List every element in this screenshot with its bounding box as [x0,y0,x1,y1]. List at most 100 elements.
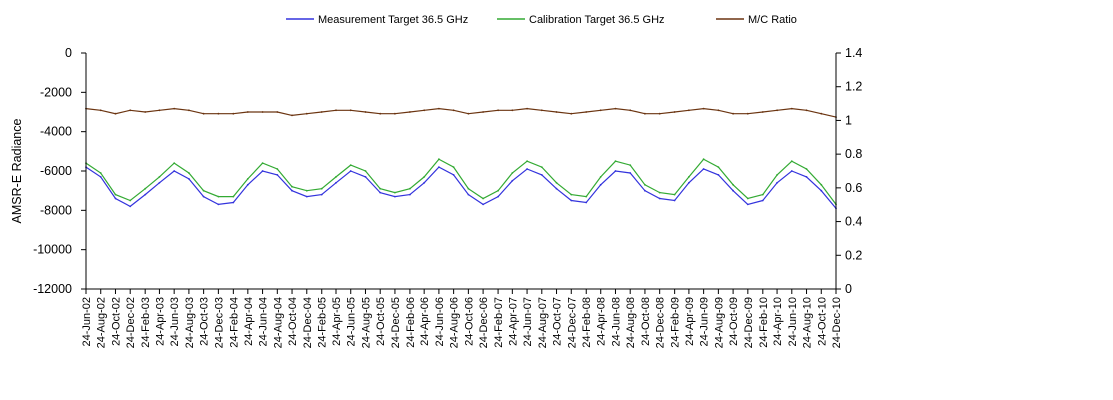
x-tick-label: 24-Dec-05 [390,297,402,348]
left-y-tick-label: -8000 [40,203,72,217]
data-point [776,109,778,112]
data-point [409,111,411,113]
data-point [482,197,484,200]
data-point [394,195,396,198]
x-tick-label: 24-Feb-06 [405,297,417,348]
x-tick-label: 24-Dec-04 [302,297,314,348]
x-tick-label: 24-Jun-10 [787,297,799,347]
data-point [746,203,749,206]
data-point [702,168,705,170]
data-point [702,158,705,161]
legend-label: M/C Ratio [748,14,797,26]
data-point [158,109,161,112]
data-point [114,112,117,115]
data-point [746,197,749,200]
x-tick-label: 24-Oct-02 [110,297,122,346]
x-tick-label: 24-Jun-09 [699,297,711,347]
data-point [246,111,249,113]
data-point [394,191,396,194]
x-tick-label: 24-Apr-03 [154,297,166,346]
data-point [717,166,720,169]
data-point [246,178,249,180]
data-point [423,181,426,184]
data-point [291,114,293,117]
data-point [644,183,646,186]
data-point [379,191,382,194]
data-point [673,193,676,196]
data-point [629,164,632,167]
data-point [217,112,220,115]
data-point [320,193,323,196]
data-point [364,111,367,113]
data-point [511,179,514,182]
x-tick-label: 24-Jun-06 [434,297,446,347]
x-tick-label: 24-Aug-04 [272,297,284,348]
data-point [732,112,734,115]
data-point [614,107,617,110]
data-point [129,205,132,208]
data-point [188,109,190,112]
legend: Measurement Target 36.5 GHz Calibration T… [286,14,797,26]
data-point [202,195,205,198]
data-point [555,187,558,190]
data-point [452,109,455,112]
x-tick-label: 24-Dec-08 [655,297,667,348]
series-line-3 [85,107,837,118]
x-tick-label: 24-Aug-06 [449,297,461,348]
data-point [114,197,117,200]
data-point [379,112,382,115]
series-line-1 [85,166,837,209]
data-point [644,112,646,115]
data-point [276,111,279,113]
data-point [658,197,661,200]
data-point [673,111,676,113]
data-point [570,193,573,196]
data-point [276,174,279,176]
data-point [423,176,426,178]
x-tick-label: 24-Feb-09 [670,297,682,348]
data-point [246,183,249,186]
left-y-tick-label: -10000 [33,243,72,257]
data-point [526,107,528,110]
data-point [717,174,720,176]
x-tick-label: 24-Dec-09 [743,297,755,348]
data-point [467,112,470,115]
x-tick-label: 24-Oct-08 [640,297,652,346]
data-point [261,111,264,113]
data-point [805,168,808,170]
data-point [497,189,499,192]
data-point [335,176,337,178]
right-y-tick-label: 0.4 [845,215,862,229]
data-point [129,199,132,202]
data-point [409,193,411,196]
data-point [555,181,558,184]
x-tick-label: 24-Oct-04 [287,297,299,346]
x-tick-label: 24-Apr-09 [684,297,696,346]
data-point [585,111,588,113]
x-tick-label: 24-Feb-07 [493,297,505,348]
data-point [497,109,499,112]
x-tick-label: 24-Dec-10 [831,297,843,348]
data-point [261,162,264,165]
x-tick-label: 24-Apr-04 [243,297,255,346]
x-tick-label: 24-Aug-05 [360,297,372,348]
x-tick-label: 24-Jun-02 [81,297,93,347]
data-point [776,181,778,184]
data-point [467,187,470,190]
x-tick-label: 24-Jun-03 [169,297,181,347]
data-point [482,203,484,206]
data-point [585,201,588,204]
data-point [702,107,705,110]
data-point [820,183,823,186]
data-point [629,172,632,174]
data-point [349,170,352,172]
x-tick-label: 24-Aug-02 [96,297,108,348]
right-y-tick-label: 0.8 [845,147,862,161]
data-point [790,170,793,172]
data-point [555,111,558,113]
data-point [482,111,484,113]
data-point [232,195,235,198]
x-tick-label: 24-Jun-08 [610,297,622,347]
data-point [232,112,235,115]
right-y-tick-label: 0.6 [845,181,862,195]
